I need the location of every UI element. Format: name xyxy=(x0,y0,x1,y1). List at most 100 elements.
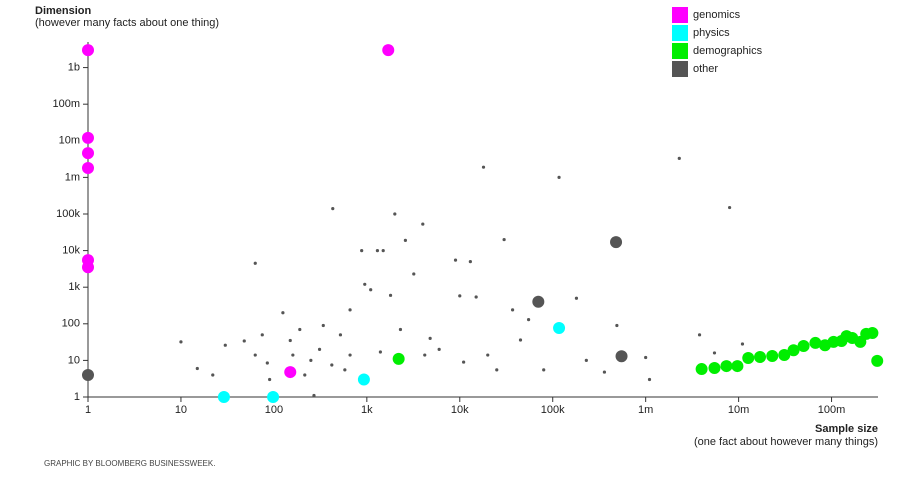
y-tick-label: 100k xyxy=(56,208,80,220)
point xyxy=(647,377,652,382)
point xyxy=(382,44,395,57)
point xyxy=(615,323,619,328)
point xyxy=(253,261,257,265)
point xyxy=(518,338,523,342)
legend-label: genomics xyxy=(693,9,741,21)
point xyxy=(253,353,257,357)
point xyxy=(428,336,432,340)
point xyxy=(82,131,94,144)
point xyxy=(797,339,810,352)
point xyxy=(298,327,302,332)
point xyxy=(260,333,264,337)
point xyxy=(697,333,702,337)
point xyxy=(357,373,370,386)
point xyxy=(532,295,545,308)
x-axis-title: Sample size xyxy=(815,423,878,435)
point xyxy=(712,351,717,355)
point xyxy=(468,260,472,264)
point xyxy=(267,391,280,403)
point xyxy=(317,347,322,351)
point xyxy=(695,363,708,376)
point xyxy=(242,339,246,343)
point xyxy=(392,352,405,365)
point xyxy=(502,237,506,242)
y-tick-label: 1m xyxy=(65,171,80,183)
point xyxy=(615,350,628,363)
y-tick-label: 1 xyxy=(74,391,80,403)
point xyxy=(195,366,199,371)
point xyxy=(677,156,681,161)
point xyxy=(778,349,791,362)
point xyxy=(82,368,94,381)
x-axis-subtitle: (one fact about however many things) xyxy=(694,436,878,448)
x-tick-label: 100m xyxy=(818,404,846,416)
point xyxy=(423,353,427,357)
point xyxy=(321,323,325,328)
legend-swatch xyxy=(672,25,688,41)
point xyxy=(82,162,94,175)
point xyxy=(866,327,879,340)
point xyxy=(486,353,490,357)
point xyxy=(281,311,285,315)
x-tick-label: 10m xyxy=(728,404,749,416)
x-tick-label: 10k xyxy=(451,404,469,416)
point xyxy=(291,353,295,357)
y-tick-label: 10 xyxy=(68,354,80,366)
point xyxy=(343,368,347,372)
point xyxy=(754,350,767,363)
y-tick-label: 1b xyxy=(68,61,80,73)
point xyxy=(223,343,227,347)
point xyxy=(740,342,745,346)
point xyxy=(348,353,352,357)
point xyxy=(309,358,313,362)
point xyxy=(363,282,367,286)
point xyxy=(871,354,884,367)
point xyxy=(303,373,307,377)
point xyxy=(731,360,744,373)
point xyxy=(644,355,648,360)
y-tick-label: 10k xyxy=(62,244,80,256)
point xyxy=(708,361,721,374)
point xyxy=(393,212,397,216)
x-tick-label: 100k xyxy=(541,404,565,416)
point xyxy=(398,327,403,332)
point xyxy=(526,318,531,322)
point xyxy=(437,347,441,351)
point xyxy=(458,294,462,298)
point xyxy=(453,258,458,262)
point xyxy=(330,363,334,367)
y-tick-label: 10m xyxy=(59,135,80,147)
point xyxy=(542,368,546,372)
x-tick-label: 100 xyxy=(265,404,283,416)
point xyxy=(179,340,183,344)
point xyxy=(584,358,588,362)
point xyxy=(378,350,383,354)
point xyxy=(742,352,755,365)
point xyxy=(421,222,425,226)
x-tick-label: 10 xyxy=(175,404,187,416)
point xyxy=(331,207,335,211)
x-tick-label: 1 xyxy=(85,404,91,416)
point xyxy=(312,393,316,398)
point xyxy=(574,296,579,300)
point xyxy=(462,360,466,364)
point xyxy=(474,295,478,299)
legend-label: demographics xyxy=(693,45,763,57)
legend-label: other xyxy=(693,63,718,75)
point xyxy=(217,391,230,403)
point xyxy=(288,338,292,343)
y-tick-label: 1k xyxy=(68,281,80,293)
point xyxy=(495,368,499,372)
point xyxy=(610,236,623,249)
point xyxy=(766,349,779,362)
x-tick-label: 1m xyxy=(638,404,653,416)
point xyxy=(787,344,800,357)
y-tick-label: 100m xyxy=(52,98,80,110)
point xyxy=(388,293,393,297)
y-axis-subtitle: (however many facts about one thing) xyxy=(35,17,219,29)
point xyxy=(211,373,215,377)
legend-swatch xyxy=(672,43,688,59)
y-axis-title: Dimension xyxy=(35,5,92,17)
point xyxy=(268,377,272,382)
